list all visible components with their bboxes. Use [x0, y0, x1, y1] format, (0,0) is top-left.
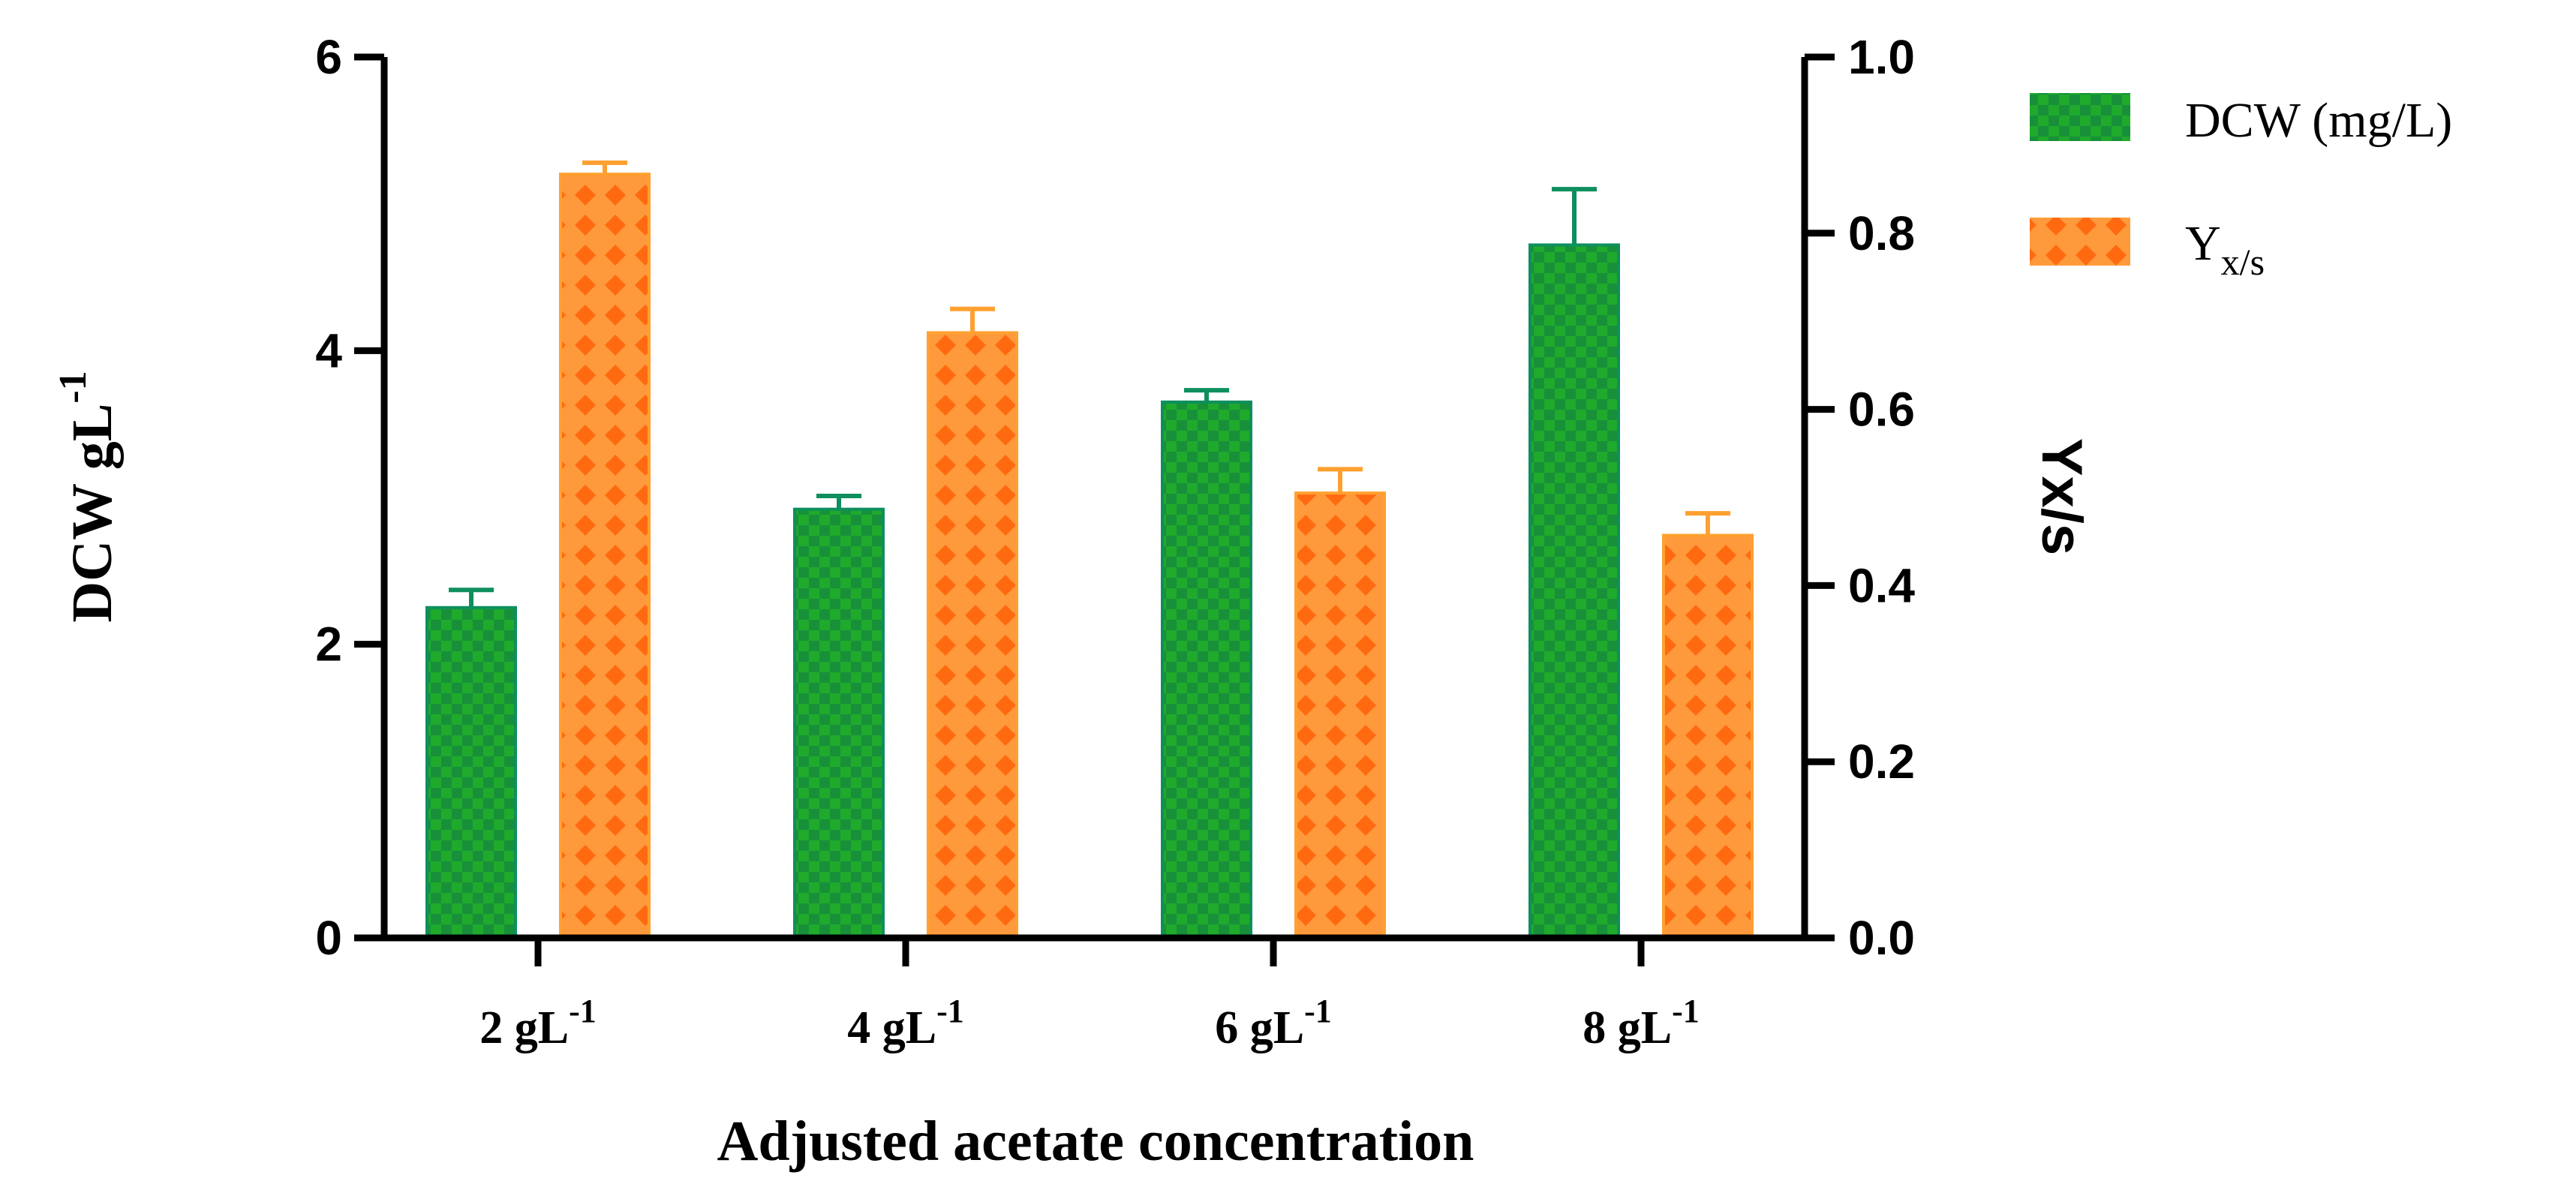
y-tick-label-2: 2: [315, 618, 342, 672]
y2-tick-label-0.2: 0.2: [1848, 735, 1915, 789]
x-axis-title: Adjusted acetate concentration: [717, 1110, 1474, 1173]
y-tick-label-4: 4: [315, 323, 342, 377]
y-axis-title: DCW gL-1: [52, 371, 124, 622]
y2-axis-title: Yx/s: [2030, 438, 2094, 555]
x-tick-label-1: 2 gL-1: [479, 993, 597, 1053]
y-tick-label-0: 0: [315, 911, 342, 965]
y2-tick-label-0.6: 0.6: [1848, 383, 1915, 437]
bar-dcw-1: [425, 606, 517, 939]
bars-layer: [425, 173, 1754, 940]
bar-dcw-4: [1528, 243, 1620, 940]
y2-tick-label-1.0: 1.0: [1848, 30, 1915, 84]
legend-swatch-dcw: [2030, 93, 2130, 141]
bar-dcw-3: [1161, 400, 1252, 939]
y2-tick-label-0.0: 0.0: [1848, 911, 1915, 965]
y-ticks-left: 0 2 4 6: [315, 30, 384, 965]
bar-yxs-2: [927, 331, 1018, 940]
y-ticks-right: 0.0 0.2 0.4 0.6 0.8 1.0: [1805, 30, 1915, 965]
legend-swatch-yxs: [2030, 218, 2130, 266]
bar-yxs-1: [559, 173, 651, 939]
legend: DCW (mg/L) Yx/s: [2030, 93, 2452, 283]
bar-dcw-2: [793, 507, 885, 939]
x-tick-label-3: 6 gL-1: [1215, 993, 1332, 1053]
y2-tick-label-0.4: 0.4: [1848, 558, 1915, 612]
y-tick-label-6: 6: [315, 30, 342, 84]
x-tick-label-2: 4 gL-1: [847, 993, 964, 1053]
legend-label-yxs: Yx/s: [2185, 216, 2265, 283]
y2-tick-label-0.8: 0.8: [1848, 206, 1915, 260]
x-tick-label-4: 8 gL-1: [1583, 993, 1700, 1053]
bar-yxs-3: [1294, 491, 1386, 939]
legend-label-dcw: DCW (mg/L): [2185, 93, 2452, 148]
bar-yxs-4: [1662, 533, 1754, 939]
error-bars-layer: [449, 160, 1730, 608]
x-ticks: 2 gL-1 4 gL-1 6 gL-1 8 gL-1: [479, 938, 1700, 1053]
